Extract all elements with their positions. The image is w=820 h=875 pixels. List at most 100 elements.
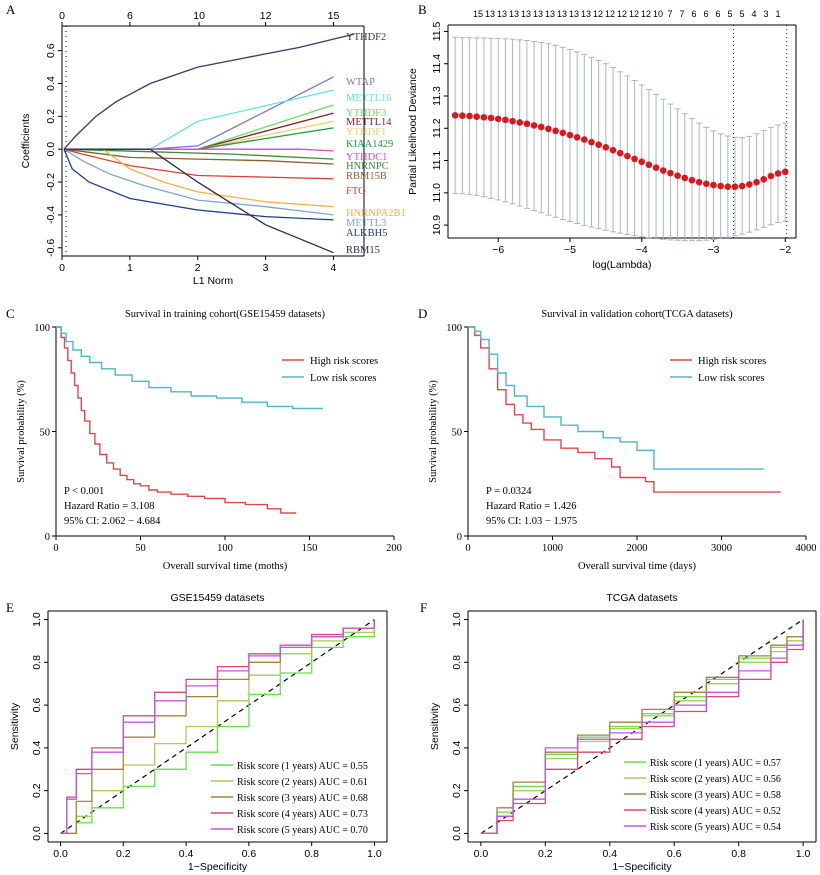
x-tick-label: 0.2: [116, 848, 131, 860]
x-tick-label: 1: [127, 262, 133, 274]
y-tick-label: 1.0: [31, 612, 43, 627]
coef-label-ythdf3: YTHDF3: [346, 108, 386, 119]
coef-label-rbm15b: RBM15B: [346, 171, 387, 182]
deviance-point: [509, 117, 516, 125]
deviance-point: [530, 122, 538, 129]
top-count-label: 4: [751, 9, 756, 19]
top-count-label: 13: [569, 9, 579, 19]
deviance-point: [487, 114, 495, 122]
top-count-label: 3: [763, 9, 768, 19]
x-tick-label: 0.0: [53, 848, 68, 860]
deviance-point: [746, 181, 753, 188]
x-axis-label: Overall survival time (moths): [163, 561, 288, 572]
panel-d: D 0 1000 2000 3000 4000 0 50 100 Overall surviva…: [418, 306, 817, 572]
top-count-label: 13: [581, 9, 591, 19]
roc-curve-year-4: [60, 619, 376, 835]
coef-label-ythdf2: YTHDF2: [346, 32, 386, 43]
y-tick-label: 1.0: [451, 612, 463, 627]
x-tick-label: 3000: [711, 543, 732, 554]
coef-label-mettl3: METTL3: [346, 218, 386, 229]
top-count-label: 6: [703, 9, 708, 19]
x-axis-label: 1−Specificity: [612, 861, 672, 873]
y-tick-label: 0.0: [31, 826, 43, 841]
x-tick-label: 0.4: [179, 848, 194, 860]
y-axis-label: Sensitivity: [429, 702, 441, 750]
top-count-label: 7: [679, 9, 684, 19]
deviance-point: [552, 127, 559, 135]
y-tick-label: 0.6: [451, 698, 463, 713]
top-count-label: 13: [557, 9, 567, 19]
deviance-point: [581, 136, 588, 143]
top-axis-label: 10: [193, 10, 205, 22]
x-tick-label: 4: [331, 262, 337, 274]
deviance-point: [545, 125, 552, 133]
panel-a: A 0 1 2 3 4-0.6-0.4-0.20.00.20.40.6L1 NormCo…: [6, 2, 406, 287]
x-tick-label: 0.6: [242, 848, 257, 860]
x-tick-label: 0.2: [538, 848, 553, 860]
panel-f: F 0.0 0.2 0.4 0.6 0.8 1.0 0.0 0.2 0.4 0.6 0.8 1.0 1−…: [420, 592, 817, 873]
stat-text: 95% CI: 1.03 − 1.975: [486, 516, 577, 527]
panel-e: E 0.0 0.2 0.4 0.6 0.8 1.0 0.0 0.2 0.4 0.6 0.8 1.0 1−…: [6, 592, 388, 873]
x-tick-label: 150: [302, 543, 318, 554]
coef-path-rbm15: [64, 148, 334, 254]
top-count-label: 13: [521, 9, 531, 19]
x-tick-label: −5: [564, 244, 576, 256]
x-axis-label: L1 Norm: [193, 275, 234, 287]
deviance-point: [738, 182, 746, 190]
deviance-point: [674, 172, 681, 180]
y-tick-label: 0.2: [45, 109, 57, 124]
deviance-point: [688, 176, 696, 184]
deviance-point: [616, 149, 624, 157]
panel-f-letter: F: [420, 600, 427, 615]
y-tick-label: -0.2: [45, 173, 57, 191]
coef-label-ythdc1: YTHDC1: [346, 152, 387, 163]
panel-c-letter: C: [6, 306, 15, 321]
x-tick-label: −2: [779, 244, 791, 256]
x-axis-label: log(Lambda): [593, 259, 652, 271]
x-tick-label: 0.0: [474, 848, 489, 860]
roc-curve-year-5: [60, 619, 376, 835]
coef-label-wtap: WTAP: [346, 77, 375, 88]
y-tick-label: 0.2: [451, 783, 463, 798]
x-tick-label: 0: [465, 543, 470, 554]
x-tick-label: 200: [386, 543, 402, 554]
y-tick-label: 11.5: [431, 21, 443, 41]
coef-label-kiaa1429: KIAA1429: [346, 139, 393, 150]
deviance-point: [717, 182, 724, 190]
y-tick-label: 11.0: [431, 183, 443, 203]
deviance-point: [781, 168, 789, 176]
y-tick-label: 0: [45, 532, 50, 543]
y-tick-label: 0.4: [451, 740, 463, 755]
coef-path-ythdf2: [63, 33, 354, 150]
top-count-label: 12: [605, 9, 615, 19]
legend-label: Low risk scores: [310, 373, 377, 384]
legend-label: Risk score (4 years) AUC = 0.73: [237, 809, 368, 820]
x-tick-label: −3: [707, 244, 719, 256]
y-tick-label: 10.9: [431, 215, 443, 236]
legend-label: Risk score (5 years) AUC = 0.70: [237, 825, 368, 836]
legend-label: Low risk scores: [698, 373, 765, 384]
top-count-label: 13: [533, 9, 543, 19]
top-count-label: 12: [593, 9, 603, 19]
deviance-point: [760, 175, 768, 183]
top-count-label: 1: [775, 9, 780, 19]
y-tick-label: 11.4: [431, 54, 443, 74]
y-tick-label: 0.4: [31, 740, 43, 755]
y-axis-label: Coefficients: [20, 114, 32, 169]
y-tick-label: 11.1: [431, 151, 443, 171]
x-tick-label: 3: [263, 262, 269, 274]
deviance-point: [573, 134, 581, 141]
legend-label: Risk score (4 years) AUC = 0.52: [650, 806, 781, 817]
y-tick-label: 0.0: [45, 142, 57, 157]
panel-c: C 0 50 100 150 200 0 50 100 Overall survival tim…: [6, 306, 402, 572]
deviance-point: [645, 161, 653, 169]
deviance-point: [624, 152, 631, 160]
y-tick-label: 0.2: [31, 783, 43, 798]
deviance-point: [451, 112, 459, 119]
y-tick-label: 0.8: [31, 655, 43, 670]
deviance-point: [466, 112, 473, 120]
panel-d-letter: D: [418, 306, 427, 321]
deviance-point: [588, 138, 595, 146]
